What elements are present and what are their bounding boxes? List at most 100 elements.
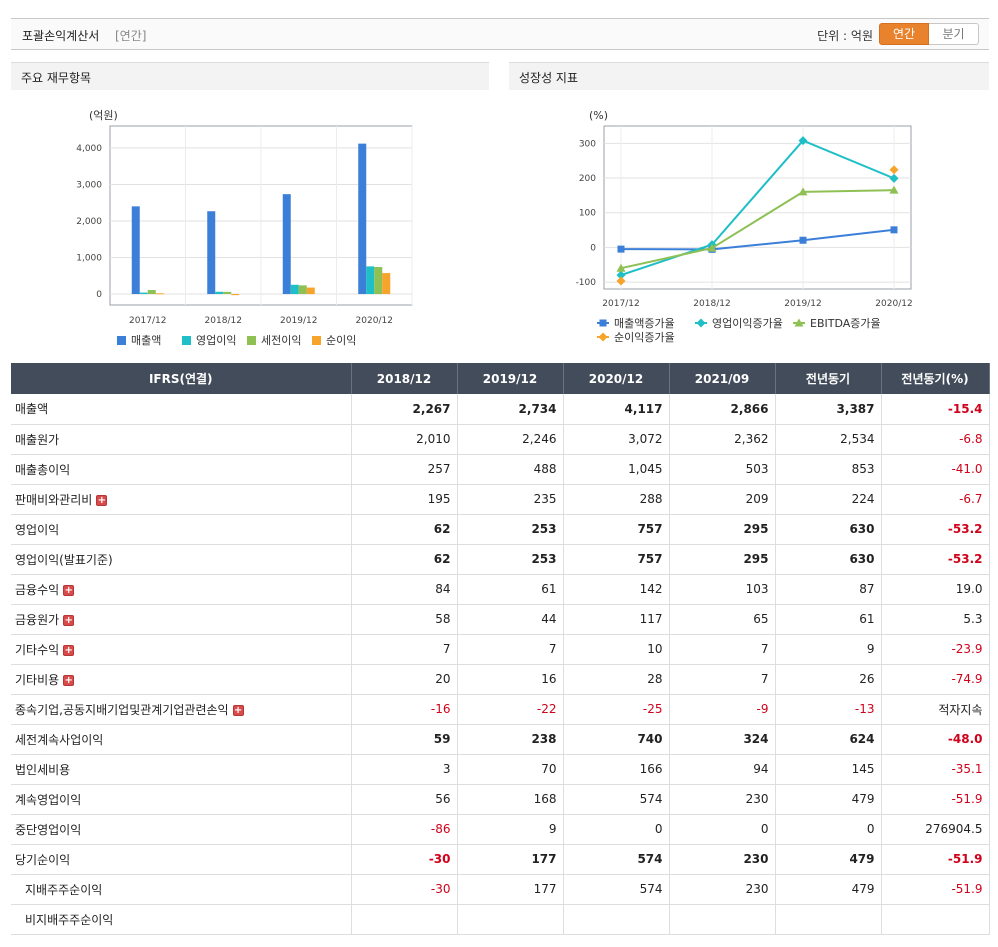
legend-label: 매출액증가율 [614, 317, 675, 330]
legend-label: 매출액 [131, 334, 161, 347]
cell-value: 288 [563, 484, 670, 515]
cell-value: -51.9 [881, 874, 990, 905]
cell-value: 177 [457, 844, 564, 875]
y-tick-label: 300 [579, 139, 596, 149]
bar [290, 284, 299, 295]
expand-plus-icon[interactable]: + [63, 674, 75, 686]
key-items-panel-title: 주요 재무항목 [11, 62, 489, 90]
table-row: 매출총이익 257 488 1,045 503 853 -41.0 [11, 454, 990, 485]
table-row: 판매비와관리비 +195 235 288 209 224 -6.7 [11, 484, 990, 515]
cell-value: 3,072 [563, 424, 670, 455]
quarter-button[interactable]: 분기 [929, 23, 979, 45]
expand-plus-icon[interactable]: + [63, 644, 75, 656]
table-row: 매출액 2,267 2,734 4,117 2,866 3,387 -15.4 [11, 394, 990, 425]
cell-value: 624 [775, 724, 882, 755]
expand-plus-icon[interactable]: + [96, 494, 108, 506]
legend-label: 영업이익 [196, 334, 236, 347]
cell-value: 62 [351, 514, 458, 545]
cell-value: 10 [563, 634, 670, 665]
row-label[interactable]: 금융원가 + [11, 604, 352, 635]
cell-value: 145 [775, 754, 882, 785]
bar [231, 294, 240, 296]
y-tick-label: 2,000 [76, 217, 102, 227]
row-label-text: 기타수익 [15, 642, 60, 657]
table-row: 영업이익(발표기준) 62 253 757 295 630 -53.2 [11, 544, 990, 575]
cell-value: 574 [563, 844, 670, 875]
annual-button[interactable]: 연간 [879, 23, 929, 45]
cell-value: 2,362 [669, 424, 776, 455]
table-row: 지배주주순이익 -30 177 574 230 479 -51.9 [11, 874, 990, 905]
row-label[interactable]: 판매비와관리비 + [11, 484, 352, 515]
cell-value: 209 [669, 484, 776, 515]
y-tick-label: -100 [576, 278, 597, 288]
cell-value: 7 [669, 634, 776, 665]
row-label[interactable]: 금융수익 + [11, 574, 352, 605]
table-row: 법인세비용 3 70 166 94 145 -35.1 [11, 754, 990, 785]
row-label-text: 법인세비용 [15, 762, 71, 777]
data-point [889, 173, 899, 183]
row-label: 매출액 [11, 394, 352, 425]
cell-value: 56 [351, 784, 458, 815]
income-statement-table: IFRS(연결) 2018/12 2019/12 2020/12 2021/09 전년동기… [11, 363, 990, 935]
statement-title: 포괄손익계산서 [22, 29, 100, 43]
table-row: 비지배주주순이익 [11, 904, 990, 935]
table-row: 세전계속사업이익 59 238 740 324 624 -48.0 [11, 724, 990, 755]
row-label[interactable]: 종속기업,공동지배기업및관계기업관련손익 + [11, 694, 352, 725]
cell-value: -9 [669, 694, 776, 725]
cell-value: -25 [563, 694, 670, 725]
expand-plus-icon[interactable]: + [63, 614, 75, 626]
cell-value: -22 [457, 694, 564, 725]
cell-value: 2,734 [457, 394, 564, 425]
cell-value: 7 [669, 664, 776, 695]
data-point [889, 165, 899, 175]
data-point [616, 263, 626, 272]
cell-value: 4,117 [563, 394, 670, 425]
cell-value: -41.0 [881, 454, 990, 485]
y-tick-label: 0 [590, 243, 596, 253]
cell-value: -16 [351, 694, 458, 725]
data-point [799, 236, 807, 244]
expand-plus-icon[interactable]: + [63, 584, 75, 596]
data-point [794, 318, 804, 327]
table-row: 금융원가 +58 44 117 65 61 5.3 [11, 604, 990, 635]
column-header-period: 2021/09 [669, 363, 776, 394]
expand-plus-icon[interactable]: + [232, 704, 244, 716]
series-line [620, 189, 895, 270]
cell-value: 253 [457, 544, 564, 575]
data-point [707, 243, 717, 252]
y-tick-label: 0 [96, 290, 102, 300]
cell-value: 295 [669, 514, 776, 545]
cell-value: 28 [563, 664, 670, 695]
cell-value: 9 [457, 814, 564, 845]
cell-value: 61 [457, 574, 564, 605]
table-row: 계속영업이익 56 168 574 230 479 -51.9 [11, 784, 990, 815]
unit-label: 단위 : 억원 [817, 29, 873, 43]
table-body: 매출액 2,267 2,734 4,117 2,866 3,387 -15.4 매출원가 2,0… [11, 394, 990, 935]
x-tick-label: 2017/12 [602, 299, 639, 309]
row-label-text: 영업이익 [15, 522, 60, 537]
legend-label: EBITDA증가율 [810, 317, 881, 330]
cell-value: 168 [457, 784, 564, 815]
cell-value [563, 904, 670, 935]
cell-value: -30 [351, 874, 458, 905]
cell-value: -6.8 [881, 424, 990, 455]
cell-value [351, 904, 458, 935]
row-label-text: 비지배주주순이익 [25, 912, 114, 927]
bar [374, 267, 383, 295]
period-toggle: 연간 분기 [879, 23, 979, 45]
row-label[interactable]: 기타수익 + [11, 634, 352, 665]
cell-value: 2,246 [457, 424, 564, 455]
row-label[interactable]: 기타비용 + [11, 664, 352, 695]
cell-value: 479 [775, 784, 882, 815]
cell-value: -51.9 [881, 784, 990, 815]
cell-value: -30 [351, 844, 458, 875]
cell-value: 230 [669, 784, 776, 815]
cell-value: -48.0 [881, 724, 990, 755]
cell-value: 16 [457, 664, 564, 695]
row-label-text: 금융수익 [15, 582, 60, 597]
bar [155, 293, 164, 295]
series-line [620, 228, 895, 251]
legend-label: 영업이익증가율 [712, 317, 783, 330]
legend-swatch [182, 336, 191, 345]
y-tick-label: 200 [579, 174, 596, 184]
